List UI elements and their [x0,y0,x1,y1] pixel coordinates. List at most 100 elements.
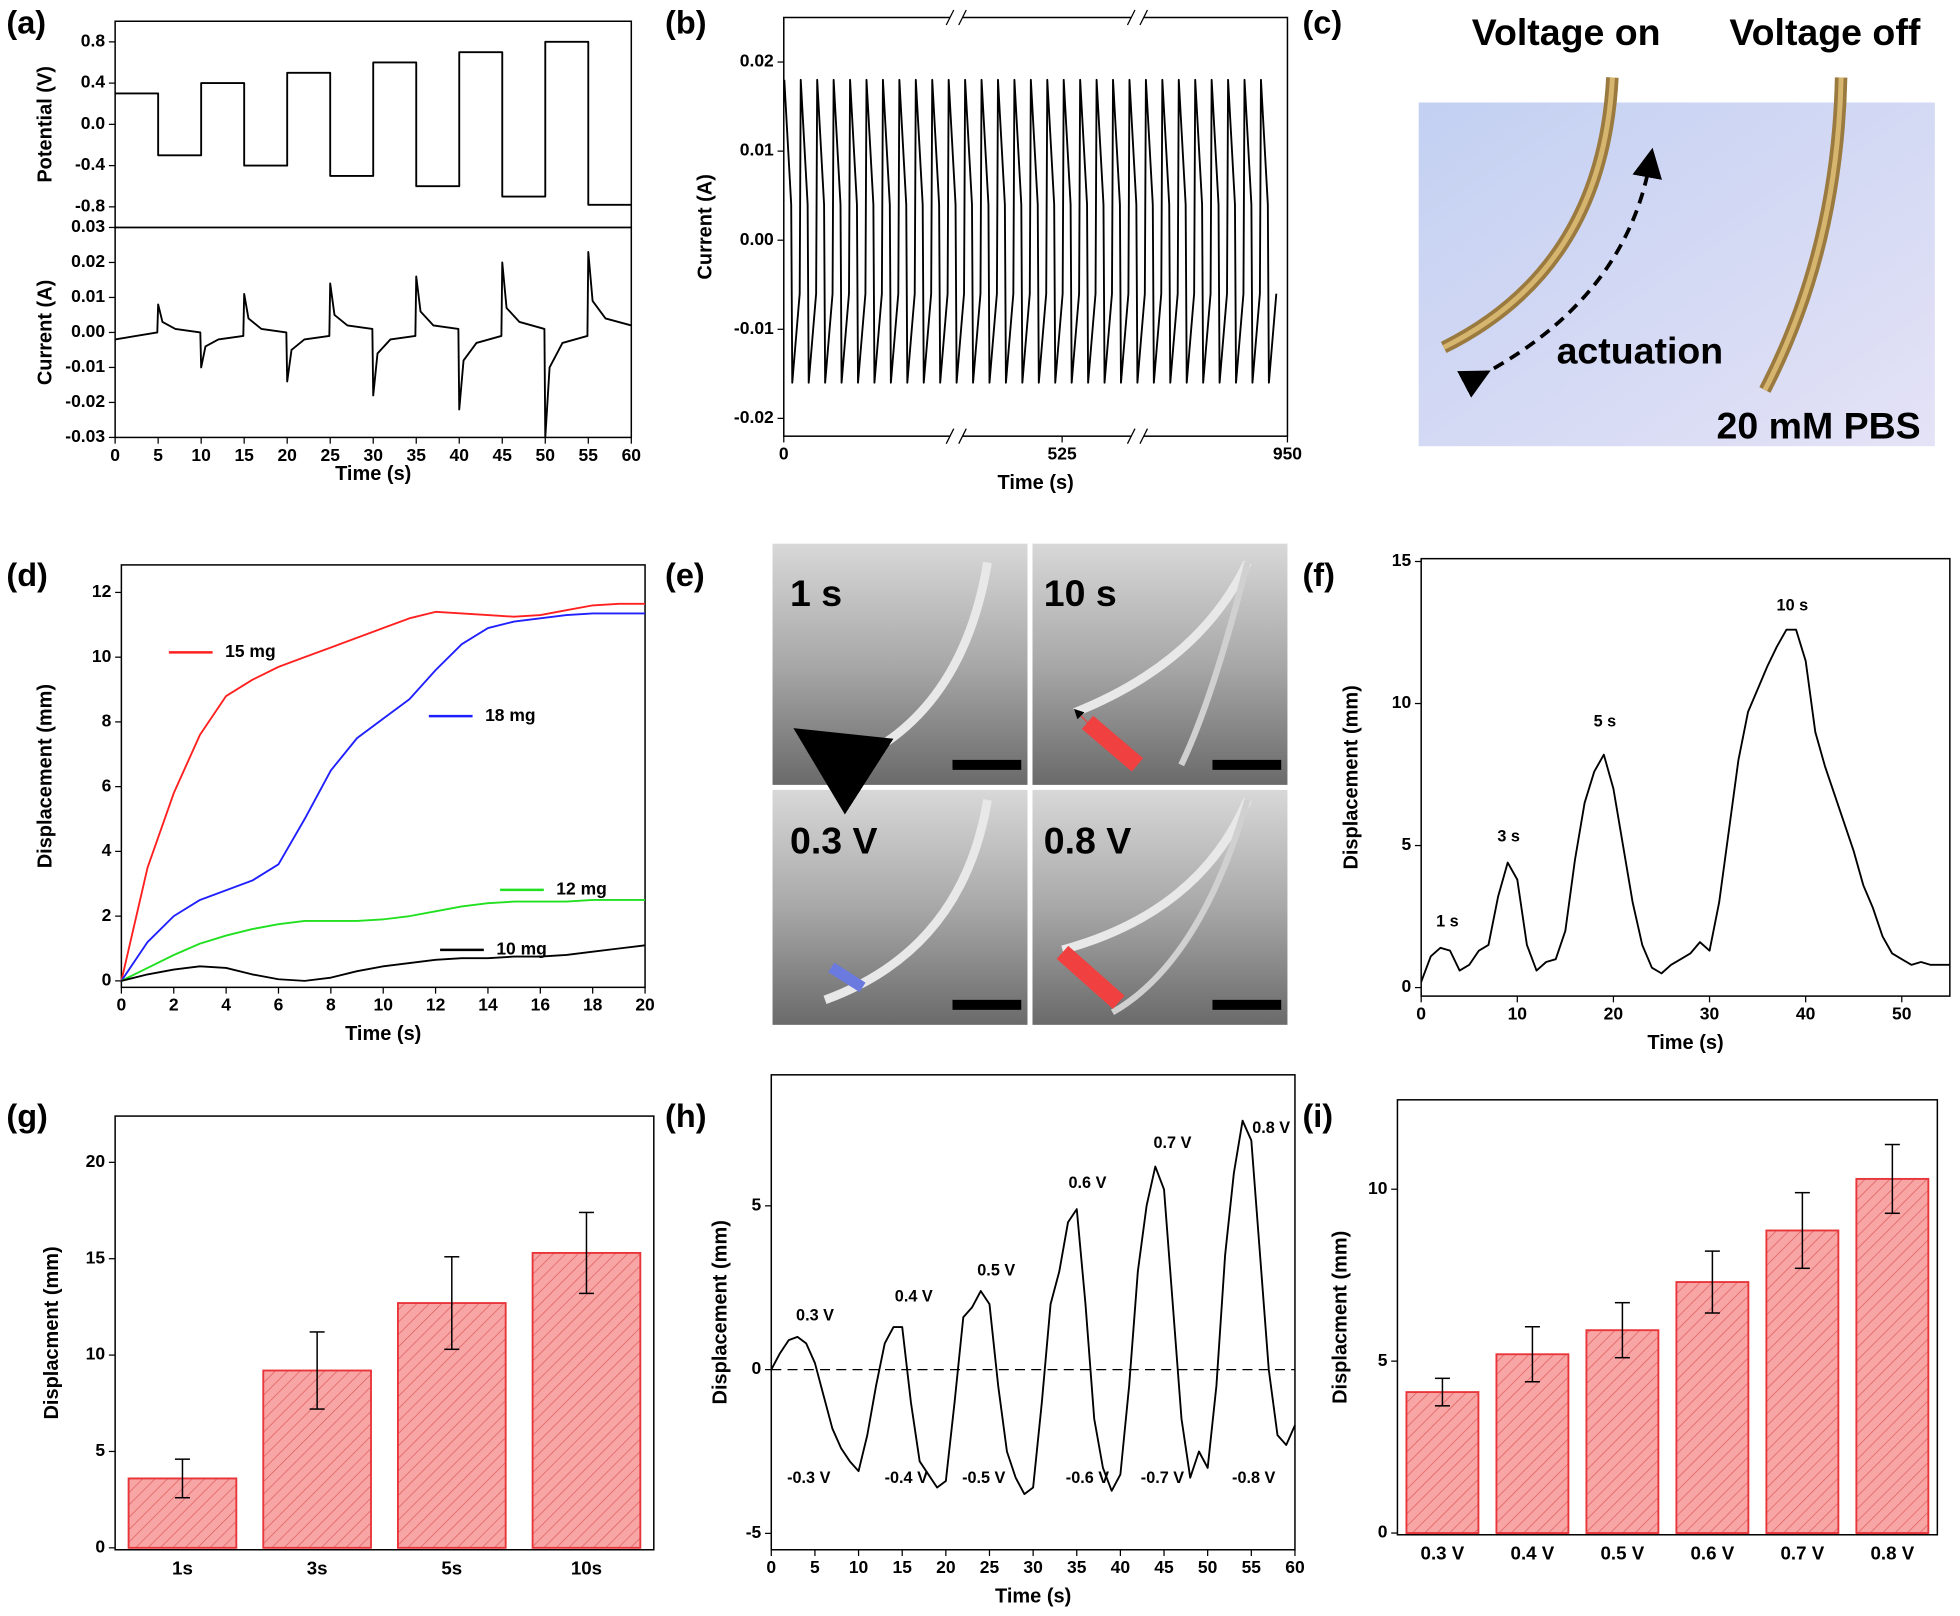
strip [1110,798,1251,1016]
x-axis-label: Time (s) [997,472,1073,494]
label: 0.3 V [790,820,878,862]
y-axis-label: Current (A) [35,280,57,385]
scale-bar [952,759,1022,770]
x-tick-label: 60 [1285,1557,1304,1577]
plot-frame [1396,1099,1939,1536]
x-tick-label: 50 [1198,1557,1217,1577]
y-tick-label: 5 [752,1194,762,1214]
label: 10 s [1044,572,1117,614]
y-tick-label: 0.02 [71,251,105,271]
panel-label: (b) [665,5,706,41]
label: Voltage on [1472,11,1661,53]
y-tick-label: 0.4 [81,72,106,92]
x-tick-label: 8 [326,995,336,1015]
annotation: 0.5 V [977,1261,1015,1279]
x-tick-label: 50 [536,445,555,465]
strip [1178,561,1251,767]
data-line [120,899,646,982]
y-tick-label: -0.01 [734,318,774,338]
x-tick-label: 55 [1242,1557,1262,1577]
x-tick-label: 0 [779,444,789,464]
panel-label: (f) [1302,557,1334,593]
panel-label: (h) [665,1098,706,1134]
y-tick-label: -5 [746,1522,762,1542]
y-tick-label: 8 [102,711,112,731]
x-tick-label: 5 [810,1557,820,1577]
y-tick-label: 4 [102,840,112,860]
x-tick-label: 20 [277,445,296,465]
arrow [1073,708,1091,726]
x-tick-label: 0 [110,445,120,465]
x-tick-label: 10 [373,995,392,1015]
bar [1675,1281,1750,1534]
photo-e: (e) 1 s 10 s 0.3 V 0.8 V [665,543,1288,1025]
y-tick-label: 15 [86,1247,106,1267]
x-tick-label: 0.5 V [1601,1543,1645,1564]
annotation: 0.4 V [895,1288,933,1306]
label: 0.8 V [1044,820,1132,862]
x-tick-label: 5 [153,445,163,465]
x-tick-label: 30 [1023,1557,1042,1577]
x-tick-label: 25 [980,1557,1000,1577]
x-tick-label: 50 [1892,1003,1911,1023]
photo-c: (c) Voltage on Voltage off actuation 20 … [1302,5,1935,447]
x-tick-label: 20 [635,995,654,1015]
plot-frame [1420,557,1951,997]
bar [1855,1177,1930,1534]
plot-frame [783,16,1289,437]
y-tick-label: 10 [1368,1178,1387,1198]
y-tick-label: 6 [102,775,112,795]
legend-label: 15 mg [225,641,276,661]
x-tick-label: 12 [426,995,446,1015]
y-axis-label: Current (A) [695,174,717,279]
x-axis-label: Time (s) [345,1023,421,1045]
arrow [828,962,866,993]
axis-break [1139,9,1149,26]
x-tick-label: 20 [1604,1003,1623,1023]
y-tick-label: 0.8 [81,30,106,50]
x-tick-label: 0.7 V [1780,1543,1824,1564]
y-axis-label: Displacement (mm) [35,684,57,868]
y-tick-label: 0 [102,969,112,989]
y-tick-label: -0.4 [75,154,105,174]
annotation: 1 s [1436,913,1459,931]
y-tick-label: 0.00 [740,229,774,249]
y-tick-label: 5 [1401,834,1411,854]
x-tick-label: 30 [1700,1003,1719,1023]
x-tick-label: 5s [441,1558,462,1579]
x-tick-label: 0.6 V [1691,1543,1735,1564]
y-tick-label: -0.03 [65,426,105,446]
plot-frame [114,1115,655,1551]
x-tick-label: 45 [493,445,513,465]
annotation: 5 s [1594,713,1617,731]
y-axis-label: Displacement (mm) [710,1220,732,1404]
y-axis-label: Displacement (mm) [1341,685,1363,869]
y-tick-label: 5 [1378,1350,1388,1370]
x-tick-label: 6 [274,995,284,1015]
y-tick-label: 15 [1392,550,1412,570]
data-line [783,78,1278,384]
y-tick-label: -0.8 [75,195,105,215]
axis-break [1126,9,1136,26]
y-tick-label: -0.02 [734,407,774,427]
x-tick-label: 10 [1508,1003,1527,1023]
x-tick-label: 0 [1416,1003,1426,1023]
x-tick-label: 16 [531,995,551,1015]
data-line [114,251,632,439]
data-line [121,944,646,982]
y-tick-label: 0 [752,1358,762,1378]
y-tick-label: 0.03 [71,216,105,236]
x-tick-label: 40 [1796,1003,1815,1023]
y-tick-label: 12 [92,581,112,601]
x-tick-label: 10 [191,445,210,465]
bar [1405,1391,1480,1534]
x-tick-label: 525 [1048,444,1077,464]
x-tick-label: 40 [1111,1557,1130,1577]
y-tick-label: 10 [1392,692,1411,712]
x-tick-label: 45 [1154,1557,1174,1577]
x-tick-label: 40 [450,445,469,465]
panel-label: (i) [1302,1098,1333,1134]
legend-label: 18 mg [485,705,536,725]
tank [1418,102,1935,447]
x-tick-label: 15 [234,445,254,465]
